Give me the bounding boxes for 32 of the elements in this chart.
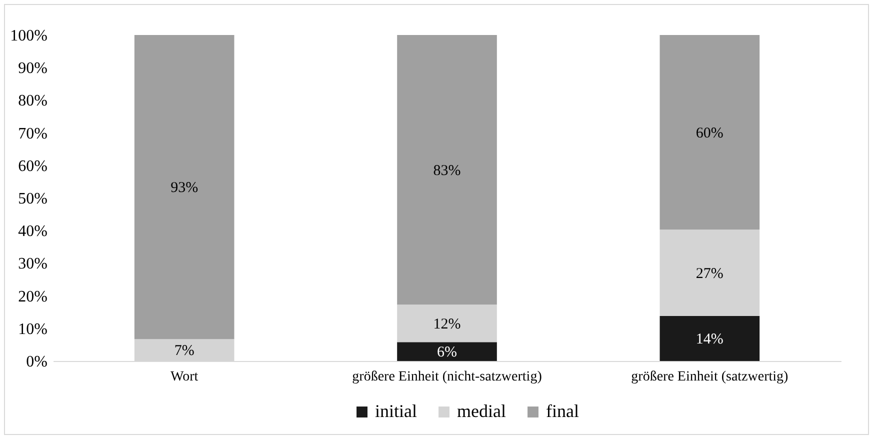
legend-label: initial bbox=[375, 401, 417, 421]
data-label: 14% bbox=[696, 332, 724, 348]
data-label: 6% bbox=[437, 344, 457, 361]
data-label: 27% bbox=[696, 266, 724, 282]
y-tick-label: 20% bbox=[18, 288, 48, 306]
y-tick-label: 50% bbox=[18, 190, 48, 208]
data-label: 93% bbox=[170, 180, 198, 196]
y-tick-label: 100% bbox=[10, 28, 48, 44]
y-tick-label: 30% bbox=[18, 256, 48, 273]
legend-label: medial bbox=[457, 401, 506, 421]
y-tick-label: 10% bbox=[18, 320, 48, 338]
y-tick-label: 60% bbox=[18, 158, 48, 175]
data-label: 12% bbox=[433, 316, 461, 332]
y-tick-label: 70% bbox=[18, 125, 48, 142]
x-tick-label: größere Einheit (satzwertig) bbox=[631, 370, 789, 384]
bar bbox=[660, 35, 760, 230]
bar bbox=[397, 304, 497, 342]
y-tick-label: 80% bbox=[18, 92, 48, 110]
y-tick-label: 90% bbox=[18, 60, 48, 78]
legend-label: final bbox=[546, 401, 579, 421]
bar bbox=[134, 35, 234, 340]
bar bbox=[397, 35, 497, 305]
y-tick-label: 40% bbox=[18, 223, 48, 240]
data-label: 60% bbox=[696, 125, 724, 142]
bar bbox=[397, 342, 497, 361]
y-tick-label: 0% bbox=[26, 354, 48, 370]
x-tick-label: größere Einheit (nicht-satzwertig) bbox=[352, 370, 542, 384]
bar bbox=[660, 230, 760, 316]
x-tick-label: Wort bbox=[170, 370, 198, 384]
bar bbox=[660, 316, 760, 361]
data-label: 7% bbox=[174, 343, 194, 360]
data-label: 83% bbox=[433, 162, 461, 179]
